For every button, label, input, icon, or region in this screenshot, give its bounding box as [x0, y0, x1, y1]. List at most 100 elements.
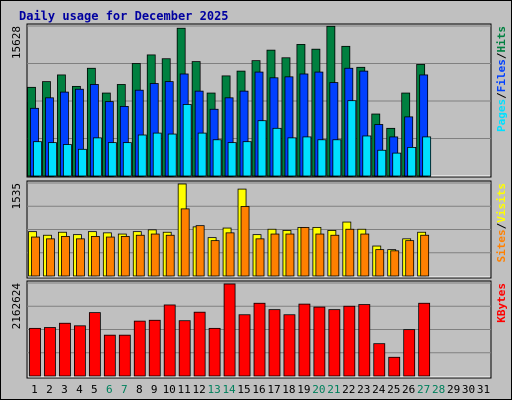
bar-kbytes-day-27 [418, 302, 431, 377]
legend-entry: / [495, 92, 508, 99]
bar-pages-day-16 [257, 120, 267, 177]
bar-sites-day-16 [255, 238, 265, 277]
x-tick-label-day-23: 23 [357, 383, 370, 396]
bar-sites-day-19 [300, 227, 310, 277]
bar-kbytes-day-3 [59, 322, 71, 377]
bar-sites-day-2 [46, 238, 55, 277]
bar-kbytes-day-14 [223, 283, 236, 377]
x-tick-label-day-26: 26 [402, 383, 415, 396]
bar-sites-day-6 [105, 236, 115, 277]
bar-sites-day-18 [285, 233, 295, 277]
legend-entry: Hits [495, 26, 508, 53]
x-tick-label-day-25: 25 [387, 383, 400, 396]
bar-sites-day-8 [135, 234, 145, 277]
bar-pages-day-13 [212, 139, 222, 177]
bar-pages-day-1 [33, 141, 42, 177]
bar-sites-day-7 [120, 236, 130, 277]
bar-pages-day-20 [317, 139, 327, 177]
bar-kbytes-day-19 [298, 303, 311, 377]
bar-sites-day-1 [31, 236, 40, 277]
panel-visits-sites: 1535 Sites/Visits [10, 180, 508, 279]
bar-pages-day-7 [122, 142, 132, 177]
bar-pages-day-26 [407, 146, 417, 177]
x-tick-label-day-17: 17 [267, 383, 280, 396]
bar-pages-day-17 [272, 127, 282, 177]
bar-sites-day-9 [150, 233, 160, 277]
x-tick-label-day-30: 30 [462, 383, 475, 396]
legend-entry: Pages [495, 99, 508, 132]
x-tick-label-day-29: 29 [447, 383, 460, 396]
bar-kbytes-day-25 [388, 356, 401, 377]
bar-kbytes-day-12 [193, 311, 206, 377]
bar-kbytes-day-24 [373, 343, 386, 377]
bar-pages-day-6 [107, 142, 117, 177]
x-tick-label-day-9: 9 [151, 383, 158, 396]
bar-kbytes-day-7 [118, 334, 131, 377]
bar-sites-day-10 [165, 234, 175, 277]
legend-entry: Visits [495, 183, 508, 223]
bar-pages-day-3 [63, 144, 72, 177]
bar-kbytes-day-18 [283, 314, 296, 377]
bar-kbytes-day-2 [44, 327, 56, 377]
bar-pages-day-19 [302, 136, 312, 177]
bar-pages-day-18 [287, 137, 297, 177]
panel-legend: Pages/Files/Hits [495, 26, 508, 132]
panel-max-label: 2162624 [10, 283, 23, 330]
bar-pages-day-8 [137, 134, 147, 177]
chart-title: Daily usage for December 2025 [19, 9, 229, 23]
bar-sites-day-23 [360, 233, 370, 277]
bar-sites-day-5 [90, 236, 100, 277]
x-tick-label-day-16: 16 [252, 383, 265, 396]
bar-kbytes-day-4 [74, 325, 86, 377]
bar-sites-day-3 [61, 236, 70, 277]
legend-entry: Sites [495, 229, 508, 262]
bar-pages-day-23 [362, 135, 372, 177]
x-tick-label-day-20: 20 [312, 383, 325, 396]
bar-sites-day-25 [390, 250, 400, 277]
bar-sites-day-26 [405, 240, 415, 277]
bar-pages-day-9 [152, 132, 162, 177]
x-tick-label-day-15: 15 [237, 383, 250, 396]
legend-entry: / [495, 52, 508, 59]
bar-kbytes-day-22 [343, 305, 356, 377]
legend-entry: / [495, 222, 508, 229]
bar-pages-day-21 [332, 139, 342, 177]
bar-sites-day-12 [195, 225, 205, 277]
panel-legend: KBytes [495, 283, 508, 323]
bar-kbytes-day-21 [328, 309, 341, 377]
legend-entry: Files [495, 59, 508, 92]
bar-sites-day-17 [270, 233, 280, 277]
bar-kbytes-day-23 [358, 304, 371, 377]
bar-pages-day-10 [167, 133, 177, 177]
x-tick-label-day-27: 27 [417, 383, 430, 396]
bar-pages-day-24 [377, 149, 387, 177]
bar-sites-day-13 [210, 240, 220, 277]
bar-pages-day-2 [48, 142, 57, 177]
bar-pages-day-22 [347, 100, 357, 177]
panel-max-label: 1535 [10, 183, 23, 210]
bar-pages-day-5 [92, 137, 102, 177]
bar-kbytes-day-17 [268, 309, 281, 377]
x-tick-label-day-10: 10 [163, 383, 176, 396]
panel-max-label: 15628 [10, 26, 23, 59]
bar-pages-day-25 [392, 152, 402, 177]
bar-sites-day-20 [315, 233, 325, 277]
bar-pages-day-27 [422, 136, 432, 177]
panel-kbytes: 2162624 KBytes [10, 280, 508, 379]
x-tick-label-day-12: 12 [193, 383, 206, 396]
bar-kbytes-day-8 [133, 320, 146, 377]
bar-pages-day-4 [78, 148, 87, 177]
bar-pages-day-11 [182, 104, 192, 177]
bar-kbytes-day-5 [88, 312, 101, 377]
bar-sites-day-21 [330, 234, 340, 277]
bar-sites-day-4 [76, 238, 85, 277]
x-tick-label-day-5: 5 [91, 383, 98, 396]
x-tick-label-day-14: 14 [222, 383, 236, 396]
bar-kbytes-day-11 [178, 320, 191, 377]
bar-pages-day-12 [197, 132, 207, 177]
x-tick-label-day-8: 8 [136, 383, 143, 396]
x-tick-label-day-6: 6 [106, 383, 113, 396]
x-tick-label-day-18: 18 [282, 383, 295, 396]
